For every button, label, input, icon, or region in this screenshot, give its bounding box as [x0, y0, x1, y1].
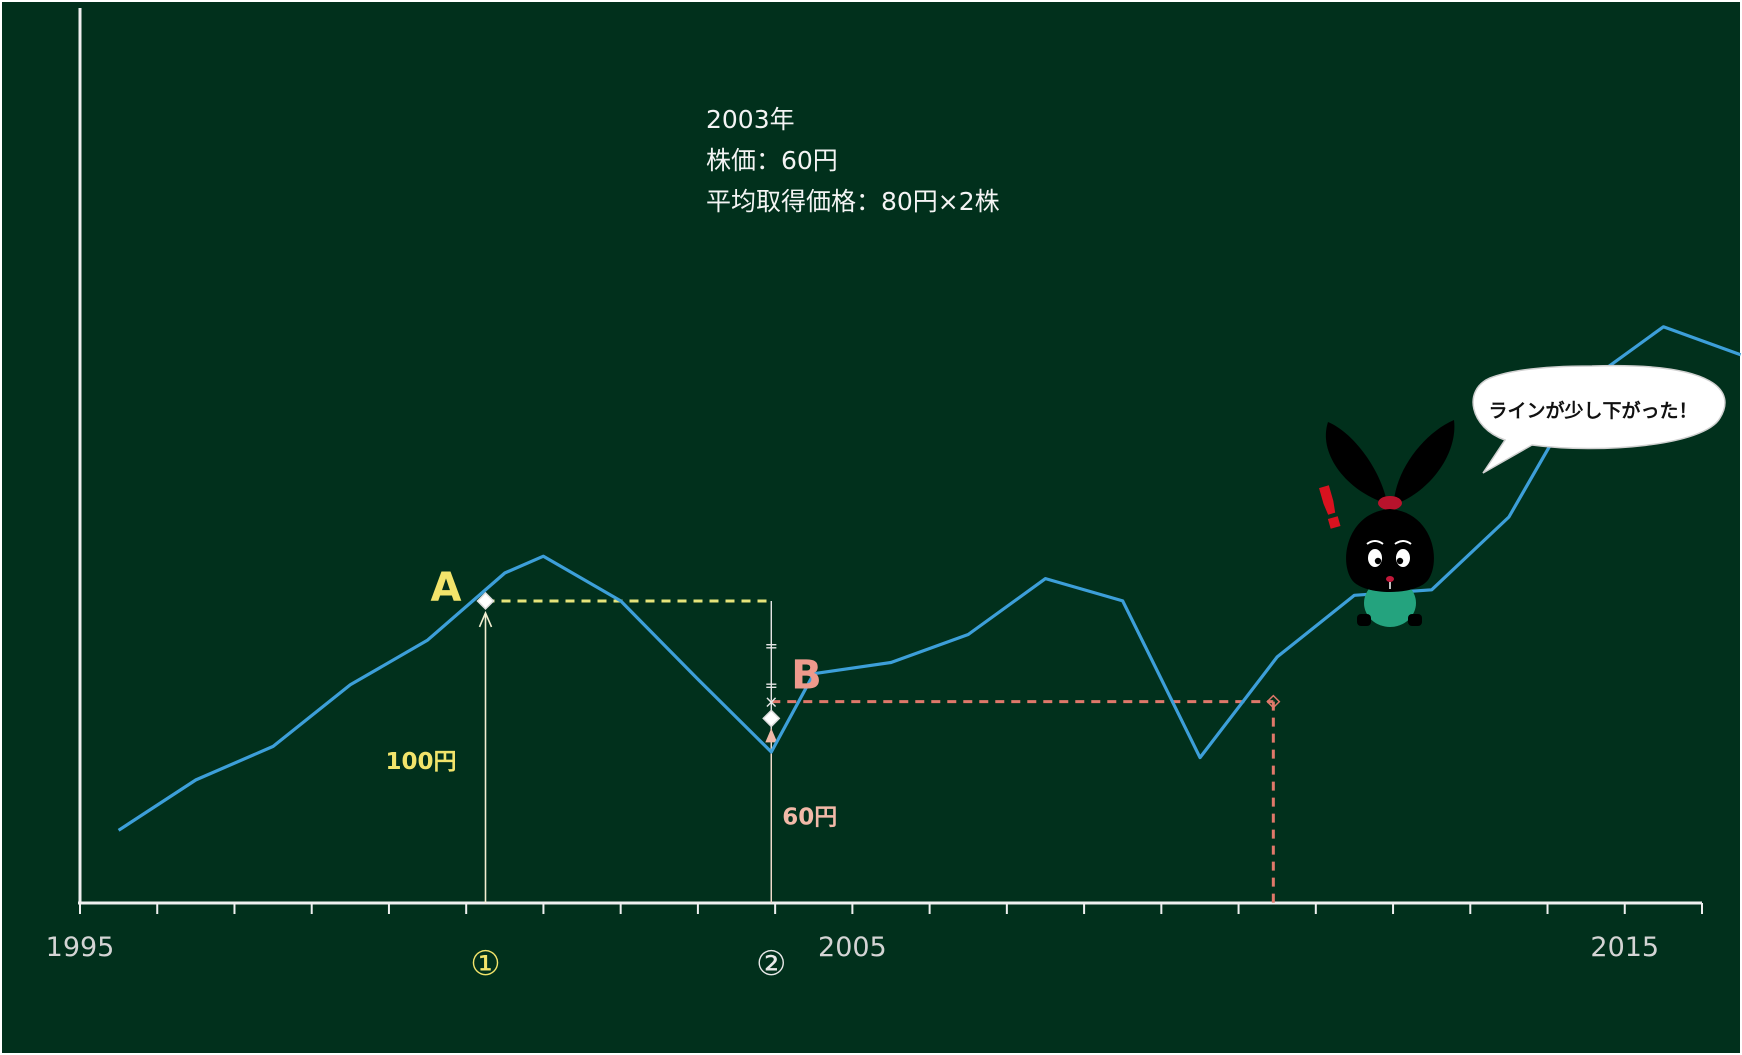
price-a-label: 100円: [386, 749, 457, 775]
rabbit-right-brow: [1394, 540, 1412, 545]
x-axis-tick-labels: 1995 2005 2015: [46, 932, 1659, 963]
info-year: 2003年: [706, 105, 795, 134]
rabbit-right-eye: [1396, 549, 1410, 567]
point-b-label: B: [791, 653, 822, 699]
rabbit-right-pupil: [1396, 557, 1404, 565]
times-mark: ×: [764, 693, 778, 713]
equal-mark: =: [765, 676, 778, 695]
equal-mark: =: [765, 637, 778, 656]
x-tick-label: 2015: [1590, 932, 1659, 963]
x-tick-label: 2005: [818, 932, 887, 963]
point-a-marker: [476, 591, 495, 610]
bottom-point-marker: [762, 709, 781, 728]
rabbit-left-foot: [1357, 614, 1371, 626]
price-series-line: [117, 325, 1742, 832]
price-b-arrowhead: [765, 728, 778, 743]
x-tick-label: 1995: [46, 932, 115, 963]
rabbit-nose: [1386, 576, 1394, 582]
point-b-cross-marker: [1266, 694, 1281, 709]
speech-bubble: ラインが少し下がった！: [1472, 364, 1726, 474]
marker-circled-1: ①: [470, 944, 500, 984]
rabbit-hair-tie: [1378, 496, 1402, 510]
point-a-label: A: [431, 565, 462, 611]
rabbit-right-ear: [1394, 420, 1455, 504]
price-b-label: 60円: [782, 805, 837, 831]
rabbit-right-foot: [1408, 614, 1422, 626]
price-a-arrowhead: [478, 610, 493, 628]
info-average-cost: 平均取得価格：80円×2株: [706, 187, 1000, 216]
rabbit-left-eye: [1368, 549, 1382, 567]
info-text-block: 2003年 株価：60円 平均取得価格：80円×2株: [706, 105, 1000, 216]
guide-lines: [478, 599, 1275, 903]
info-stock-price: 株価：60円: [706, 146, 838, 175]
point-markers: [476, 591, 1281, 728]
speech-bubble-text: ラインが少し下がった！: [1488, 399, 1697, 422]
x-axis-ticks: [79, 903, 1703, 914]
rabbit-left-ear: [1325, 422, 1386, 502]
speech-bubble-shape: [1472, 364, 1726, 474]
rabbit-head: [1346, 509, 1434, 592]
rabbit-left-pupil: [1374, 557, 1382, 565]
marker-circled-2: ②: [756, 944, 786, 984]
rabbit-left-brow: [1366, 540, 1384, 545]
